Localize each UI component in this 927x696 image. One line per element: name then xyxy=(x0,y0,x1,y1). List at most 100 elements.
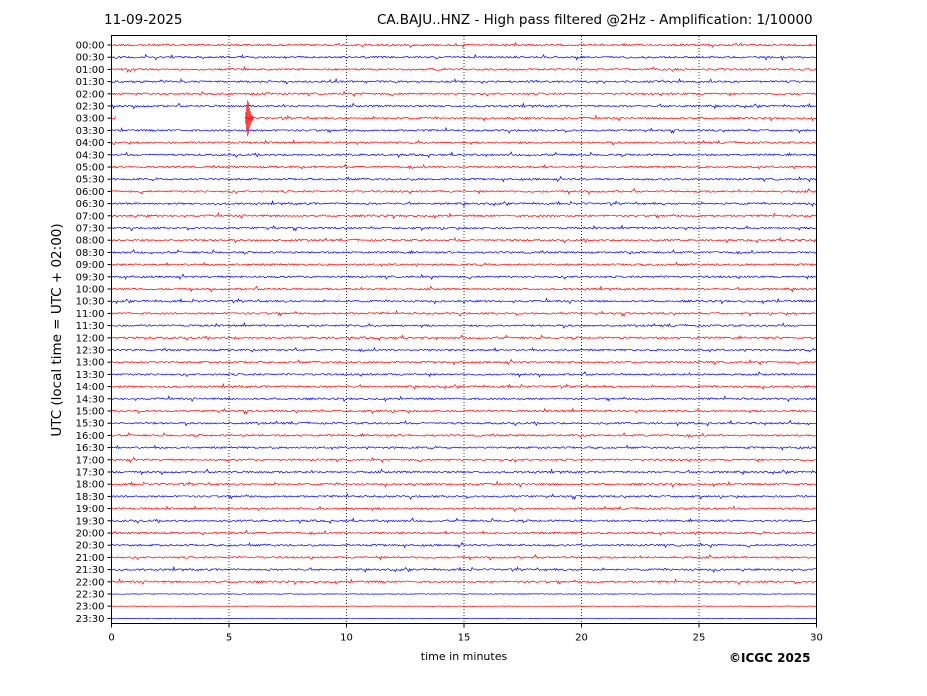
trace-row xyxy=(111,65,817,73)
x-tick-label: 15 xyxy=(458,633,471,644)
x-axis-label: time in minutes xyxy=(420,650,508,663)
y-tick-label: 00:30 xyxy=(76,53,105,64)
trace-row xyxy=(111,593,817,595)
trace-row xyxy=(111,90,817,98)
y-tick-label: 14:30 xyxy=(76,394,105,405)
y-tick-label: 21:30 xyxy=(76,565,105,576)
x-axis-ticks: 0 5 10 15 20 25 30 xyxy=(108,623,823,644)
trace-row xyxy=(111,138,817,146)
trace-row xyxy=(111,211,817,220)
trace-row xyxy=(111,407,817,415)
trace-row xyxy=(111,529,817,536)
x-tick-label: 30 xyxy=(810,633,823,644)
trace-row xyxy=(111,102,817,110)
y-tick-label: 15:00 xyxy=(76,407,105,418)
y-tick-label: 01:00 xyxy=(76,65,105,76)
trace-row xyxy=(111,468,817,476)
y-tick-label: 19:30 xyxy=(76,516,105,527)
trace-row xyxy=(111,346,817,353)
y-tick-label: 23:00 xyxy=(76,602,105,613)
trace-row xyxy=(111,261,817,268)
trace-row xyxy=(111,41,817,48)
trace-row xyxy=(111,456,817,464)
seismic-traces xyxy=(111,41,817,619)
y-tick-label: 18:30 xyxy=(76,492,105,503)
event-spike xyxy=(245,100,254,137)
y-tick-label: 22:30 xyxy=(76,590,105,601)
x-tick-label: 25 xyxy=(693,633,706,644)
y-tick-label: 14:00 xyxy=(76,382,105,393)
y-tick-label: 02:00 xyxy=(76,89,105,100)
y-tick-label: 07:30 xyxy=(76,224,105,235)
y-tick-label: 06:30 xyxy=(76,199,105,210)
y-axis-label: UTC (local time = UTC + 02:00) xyxy=(49,223,65,437)
seismic-events xyxy=(245,100,254,137)
trace-row xyxy=(111,188,817,195)
x-tick-label: 0 xyxy=(108,633,114,644)
trace-row xyxy=(111,394,817,403)
y-tick-label: 15:30 xyxy=(76,419,105,430)
trace-row xyxy=(111,53,817,62)
trace-row xyxy=(111,382,817,391)
vertical-gridlines xyxy=(228,36,700,624)
y-tick-label: 12:00 xyxy=(76,333,105,344)
y-tick-label: 22:00 xyxy=(76,577,105,588)
trace-row xyxy=(111,248,817,256)
trace-row xyxy=(111,285,817,293)
y-tick-label: 17:30 xyxy=(76,468,105,479)
trace-row xyxy=(111,554,817,561)
trace-row xyxy=(111,321,817,329)
y-tick-label: 21:00 xyxy=(76,553,105,564)
trace-row xyxy=(111,565,817,574)
x-tick-label: 5 xyxy=(226,633,232,644)
trace-row xyxy=(111,432,817,439)
date-label: 11-09-2025 xyxy=(104,12,183,28)
y-tick-label: 10:30 xyxy=(76,297,105,308)
trace-row xyxy=(111,517,817,525)
trace-row xyxy=(111,334,817,342)
trace-row xyxy=(111,541,817,549)
y-tick-label: 02:30 xyxy=(76,102,105,113)
trace-row xyxy=(111,309,817,317)
trace-row xyxy=(111,77,817,85)
y-tick-label: 17:00 xyxy=(76,455,105,466)
trace-row xyxy=(111,175,817,183)
trace-row xyxy=(111,358,817,366)
trace-row xyxy=(111,273,817,281)
y-tick-label: 06:00 xyxy=(76,187,105,198)
y-tick-label: 04:00 xyxy=(76,138,105,149)
y-tick-label: 13:00 xyxy=(76,358,105,369)
y-tick-label: 10:00 xyxy=(76,285,105,296)
y-tick-label: 23:30 xyxy=(76,614,105,625)
y-tick-label: 03:30 xyxy=(76,126,105,137)
y-tick-label: 13:30 xyxy=(76,370,105,381)
y-tick-label: 11:00 xyxy=(76,309,105,320)
trace-row xyxy=(111,371,817,378)
y-tick-label: 16:30 xyxy=(76,443,105,454)
copyright-label: ©ICGC 2025 xyxy=(729,651,811,665)
trace-row xyxy=(111,114,817,122)
trace-row xyxy=(111,224,817,232)
y-tick-label: 18:00 xyxy=(76,480,105,491)
trace-row xyxy=(111,151,817,159)
trace-row xyxy=(111,578,817,586)
y-tick-label: 11:30 xyxy=(76,321,105,332)
trace-row xyxy=(111,126,817,134)
trace-row xyxy=(111,199,817,208)
y-tick-label: 08:30 xyxy=(76,248,105,259)
y-tick-label: 05:00 xyxy=(76,163,105,174)
y-tick-label: 08:00 xyxy=(76,236,105,247)
y-tick-label: 09:00 xyxy=(76,260,105,271)
y-tick-label: 03:00 xyxy=(76,114,105,125)
trace-row xyxy=(111,419,817,427)
y-tick-label: 20:00 xyxy=(76,529,105,540)
y-tick-label: 01:30 xyxy=(76,77,105,88)
y-tick-label: 04:30 xyxy=(76,150,105,161)
trace-row xyxy=(111,297,817,305)
y-tick-label: 00:00 xyxy=(76,41,105,52)
trace-row xyxy=(111,444,817,451)
y-tick-label: 12:30 xyxy=(76,346,105,357)
trace-row xyxy=(111,492,817,500)
